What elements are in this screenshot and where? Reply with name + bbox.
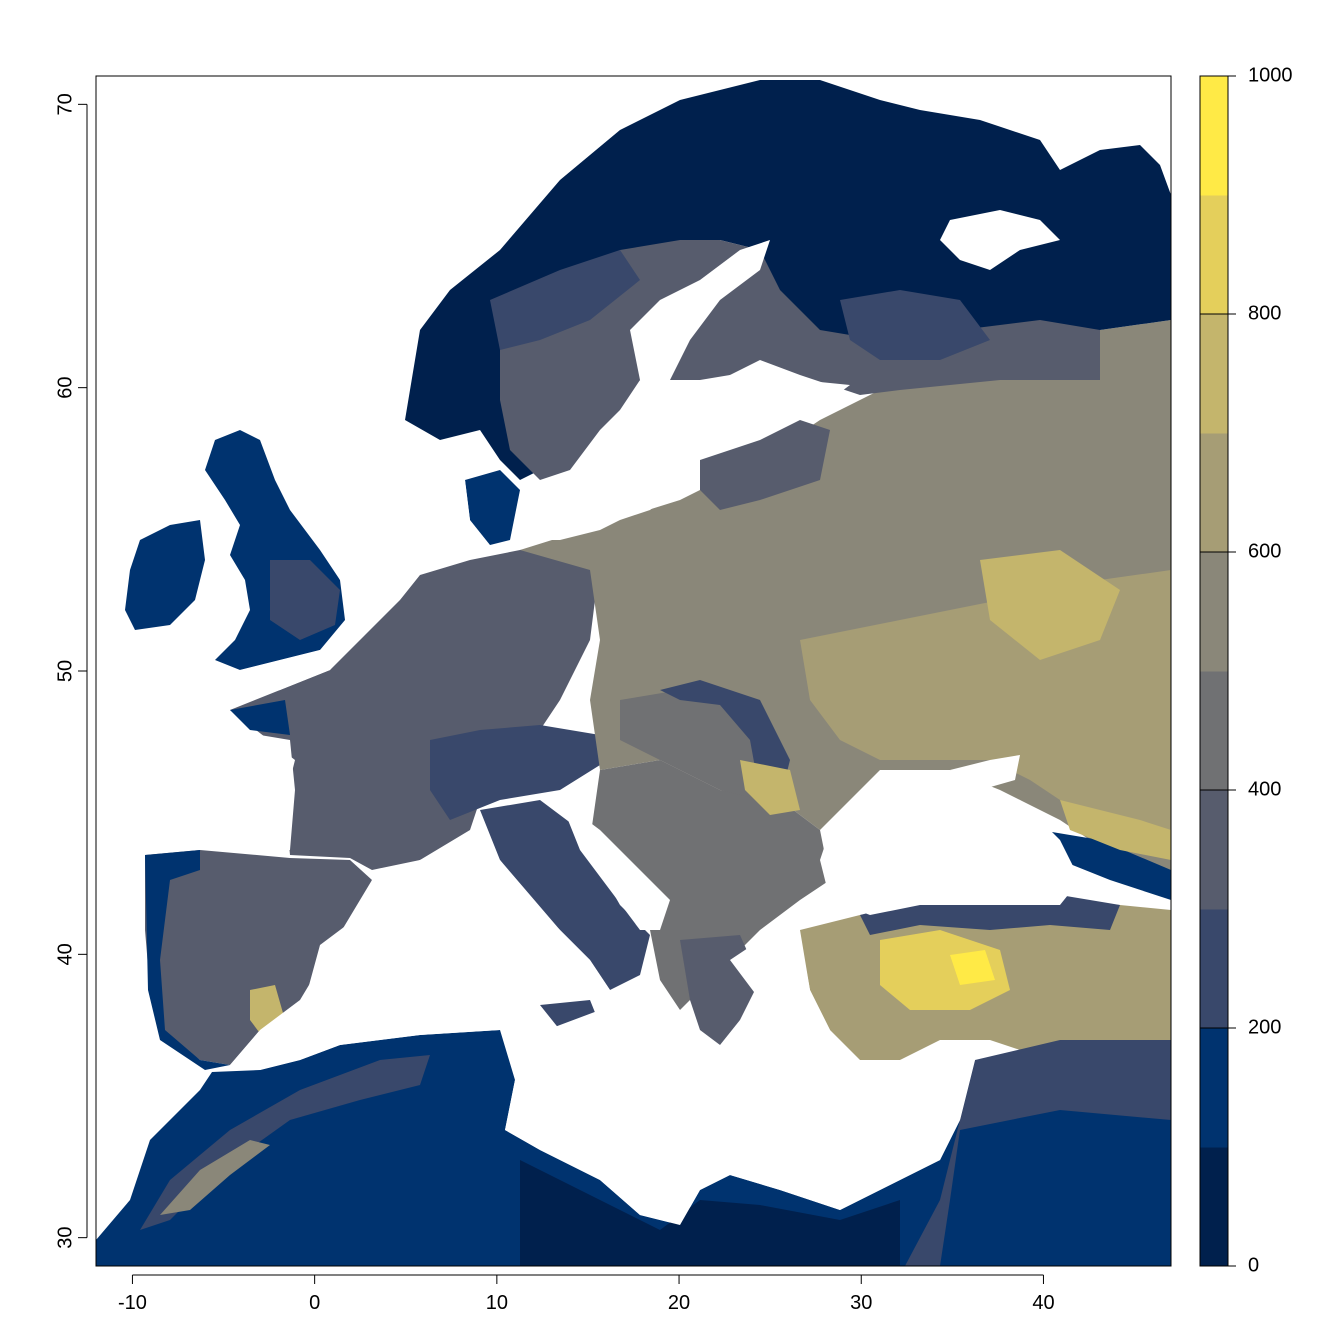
land-france — [230, 545, 600, 870]
x-tick-label: 20 — [668, 1292, 690, 1314]
land-iberia-coast — [145, 850, 230, 1070]
plot-frame — [95, 75, 1172, 1267]
x-tick-label: 40 — [1032, 1292, 1054, 1314]
sea-aegean — [730, 935, 830, 1060]
land-anatolia-peak — [950, 950, 995, 985]
legend-color-swatch — [1200, 1147, 1228, 1267]
land-brittany — [230, 700, 290, 735]
sea-white — [940, 210, 1060, 270]
y-tick-label: 40 — [54, 943, 76, 965]
legend-color-swatch — [1200, 790, 1228, 910]
color-legend: 0 200 400 600 800 1000 — [1199, 64, 1293, 1276]
land-iberia — [145, 850, 372, 1065]
land-denmark — [465, 470, 520, 545]
land-caucasus — [1040, 830, 1171, 900]
y-tick-label: 30 — [54, 1227, 76, 1249]
land-caucasus-north — [1060, 800, 1171, 860]
legend-color-swatch — [1200, 909, 1228, 1029]
sea-bay-of-biscay — [150, 700, 295, 850]
y-tick-label: 60 — [54, 377, 76, 399]
sea-black — [820, 770, 1080, 915]
land-alps — [430, 725, 600, 820]
land-finland-lakes — [840, 290, 990, 360]
y-tick-label: 50 — [54, 660, 76, 682]
x-tick-label: -10 — [118, 1292, 147, 1314]
legend-tick-label: 1000 — [1248, 64, 1293, 86]
land-sweden-finland — [500, 240, 1100, 480]
land-atlas-high — [160, 1140, 270, 1215]
x-tick-label: 0 — [309, 1292, 320, 1314]
land-atlas — [140, 1055, 430, 1230]
land-wallachia — [740, 760, 800, 815]
sea-azov — [950, 755, 1020, 790]
legend-color-swatch — [1200, 1028, 1228, 1148]
sea-mediterranean-west — [230, 840, 610, 1070]
legend-color-swatch — [1200, 76, 1228, 196]
legend-color-swatch — [1200, 314, 1228, 434]
legend-color-swatch — [1200, 552, 1228, 672]
sea-channel — [230, 640, 350, 700]
legend-color-swatch — [1200, 671, 1228, 791]
legend-color-swatch — [1200, 195, 1228, 315]
land-levant-desert — [940, 1110, 1171, 1266]
sea-mediterranean-east — [505, 1000, 975, 1225]
legend-tick-label: 200 — [1248, 1016, 1281, 1038]
legend-tick-label: 800 — [1248, 302, 1281, 324]
sea-adriatic — [560, 800, 670, 930]
land-libya-coast — [520, 1160, 900, 1266]
y-axis: 30 40 50 60 70 — [54, 93, 88, 1249]
sea-baltic — [530, 240, 850, 540]
land-italy — [480, 800, 650, 990]
land-anatolia-high — [880, 930, 1010, 1010]
land-ireland — [125, 520, 205, 630]
legend-tick-label: 0 — [1248, 1254, 1259, 1276]
x-tick-label: 10 — [486, 1292, 508, 1314]
legend-color-swatch — [1200, 433, 1228, 553]
legend-tick-label: 600 — [1248, 540, 1281, 562]
land-sweden-north — [490, 250, 640, 350]
x-axis: -10 0 10 20 30 40 — [118, 1274, 1055, 1314]
y-tick-label: 70 — [54, 93, 76, 115]
sea-north — [280, 420, 470, 610]
land-britain-lowland — [270, 560, 340, 640]
raster-map — [96, 80, 1171, 1266]
x-tick-label: 30 — [850, 1292, 872, 1314]
land-balkans — [590, 760, 830, 1010]
land-baltic-states — [700, 420, 830, 510]
land-volga-high — [980, 550, 1120, 660]
legend-tick-label: 400 — [1248, 778, 1281, 800]
